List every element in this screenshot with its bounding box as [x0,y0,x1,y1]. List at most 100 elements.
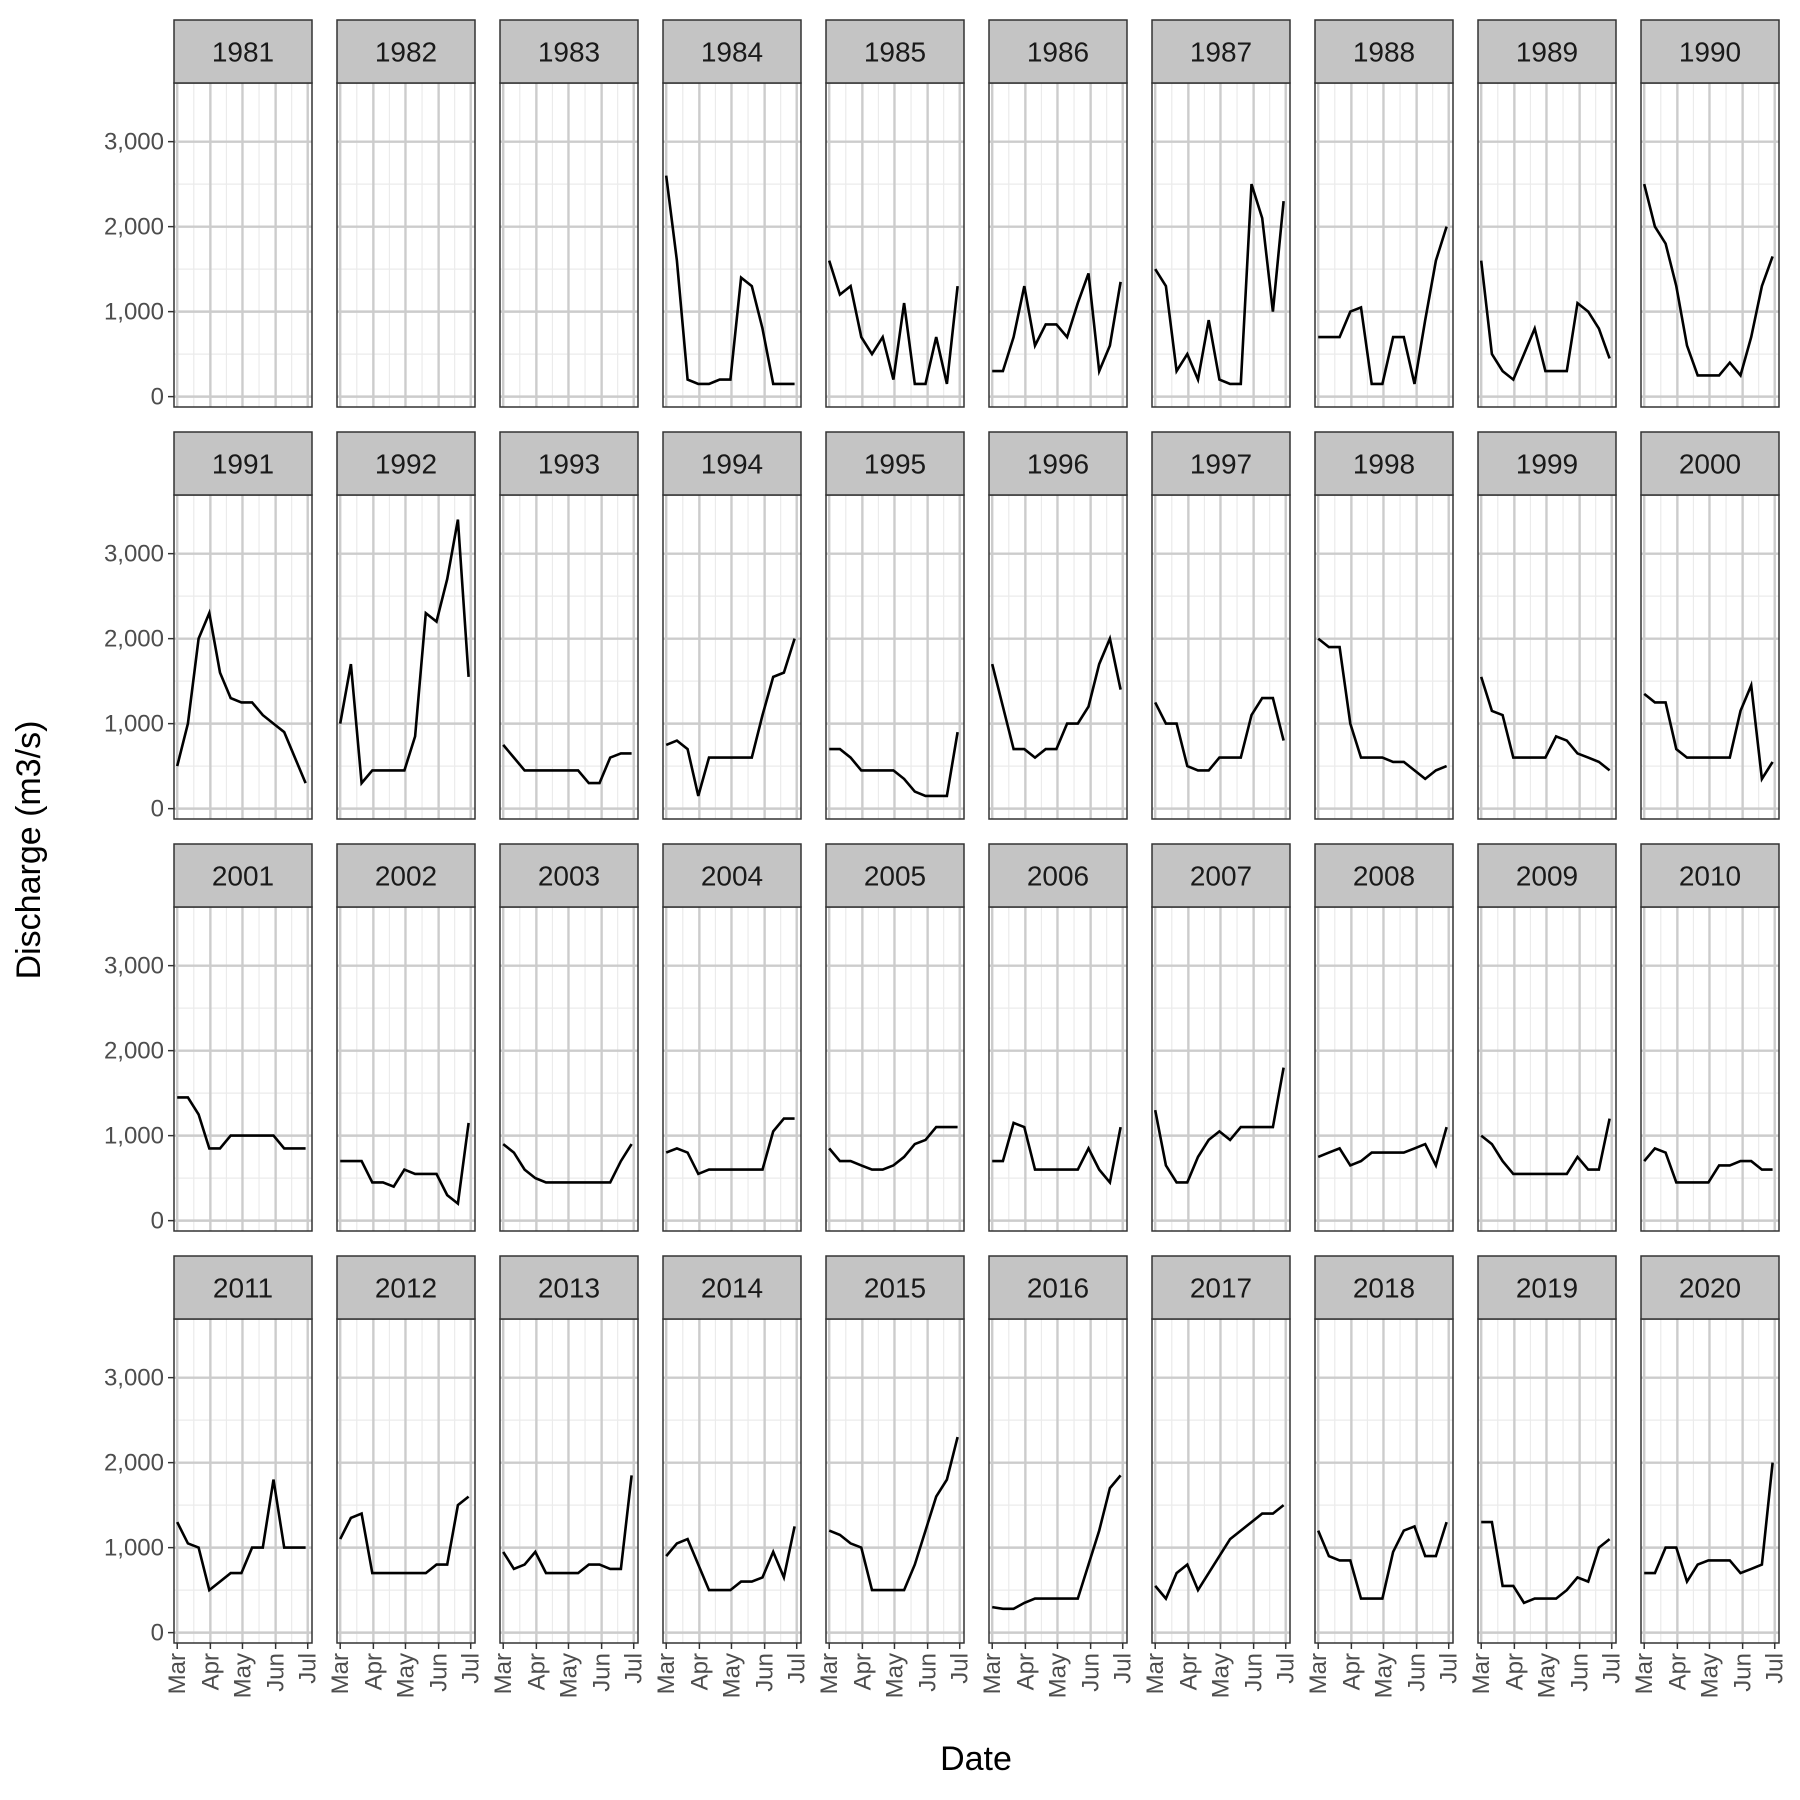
x-tick-label: Mar [816,1653,843,1694]
y-tick-label: 3,000 [104,953,164,980]
x-tick-label: May [1207,1653,1234,1698]
strip-background [499,19,639,84]
facet-panel: 2008 [1314,843,1454,1232]
data-line [829,731,959,798]
facet-panel: 1997 [1151,431,1291,820]
data-line [340,1122,470,1207]
strip-background [1640,431,1780,496]
strip-background [1477,431,1617,496]
x-tick-label: May [392,1653,419,1698]
data-line [992,272,1122,377]
facet-panel: 1982 [336,19,476,408]
facet-panel: 2019 Mar Apr May Jun Jul [1468,1255,1626,1698]
facet-panel: 2004 [662,843,802,1232]
strip-label: 1981 [212,37,274,68]
y-tick-label: 2,000 [104,1038,164,1065]
strip-label: 2000 [1679,449,1741,480]
strip-background [662,843,802,908]
facet-panel: 1986 [988,19,1128,408]
strip-label: 2005 [864,861,926,892]
x-tick-label: Jul [1273,1653,1300,1684]
strip-label: 1988 [1353,37,1415,68]
strip-background [1640,843,1780,908]
data-line [1317,1126,1448,1169]
y-tick-label: 0 [151,1620,164,1647]
data-line [992,1121,1122,1186]
facet-panel: 2014 Mar Apr May Jun Jul [653,1255,811,1698]
x-tick-label: Mar [1142,1653,1169,1694]
data-line [1317,637,1448,781]
strip-background [662,431,802,496]
data-line [1154,183,1285,386]
facet-panel: 1995 [825,431,965,820]
facet-panel: 2001 0 1,000 2,000 3,000 [104,843,313,1235]
facet-panel: 1996 [988,431,1128,820]
y-tick-label: 1,000 [104,299,164,326]
data-line [827,260,959,386]
x-tick-label: Jul [784,1653,811,1684]
y-tick-label: 3,000 [104,1365,164,1392]
facet-panel: 1988 [1314,19,1454,408]
x-tick-label: May [1533,1653,1560,1698]
strip-background [825,19,965,84]
strip-background [988,431,1128,496]
strip-background [1151,19,1291,84]
x-axis-title: Date [940,1740,1012,1778]
strip-label: 2015 [864,1273,926,1304]
strip-background [336,431,476,496]
data-line [1154,1504,1285,1602]
y-tick-label: 2,000 [104,214,164,241]
strip-label: 2006 [1027,861,1089,892]
y-tick-label: 2,000 [104,626,164,653]
x-tick-label: Apr [1012,1653,1039,1690]
x-tick-label: Jun [1404,1653,1431,1692]
data-line [339,1495,470,1575]
x-tick-label: Jul [1110,1653,1137,1684]
strip-background [988,1255,1128,1320]
strip-label: 2007 [1190,861,1252,892]
facet-panel: 2016 Mar Apr May Jun Jul [979,1255,1137,1698]
data-line [665,638,796,797]
data-line [990,634,1122,760]
x-tick-label: Jun [915,1653,942,1692]
x-tick-label: Mar [653,1653,680,1694]
facet-panel: 1985 [825,19,965,408]
data-line [1153,1067,1285,1184]
x-tick-label: Jul [621,1653,648,1684]
strip-background [1477,843,1617,908]
x-tick-label: Apr [523,1653,550,1690]
data-line [177,1096,306,1150]
x-tick-label: Jul [947,1653,974,1684]
strip-background [336,1255,476,1320]
data-line [502,744,632,785]
data-line [1317,1521,1448,1600]
data-line [664,175,795,386]
x-tick-label: Jul [458,1653,485,1684]
x-tick-label: Apr [849,1653,876,1690]
y-tick-label: 0 [151,1208,164,1235]
y-axis-title: Discharge (m3/s) [10,721,48,980]
strip-label: 2010 [1679,861,1741,892]
strip-label: 1992 [375,449,437,480]
x-tick-label: May [555,1653,582,1698]
strip-background [1640,1255,1780,1320]
x-tick-label: Jun [1078,1653,1105,1692]
strip-background [499,1255,639,1320]
facet-panel: 2006 [988,843,1128,1232]
x-tick-label: Mar [1305,1653,1332,1694]
y-tick-label: 0 [151,796,164,823]
x-tick-label: Apr [1175,1653,1202,1690]
strip-label: 1993 [538,449,600,480]
strip-background [336,843,476,908]
x-tick-label: Jul [1762,1653,1789,1684]
data-line [175,608,307,784]
facet-panel: 1984 [662,19,802,408]
x-tick-label: Apr [1338,1653,1365,1690]
strip-label: 1996 [1027,449,1089,480]
x-tick-label: Apr [197,1653,224,1690]
x-tick-label: May [1696,1653,1723,1698]
strip-background [1151,843,1291,908]
x-tick-label: Jun [752,1653,779,1692]
strip-label: 1982 [375,37,437,68]
